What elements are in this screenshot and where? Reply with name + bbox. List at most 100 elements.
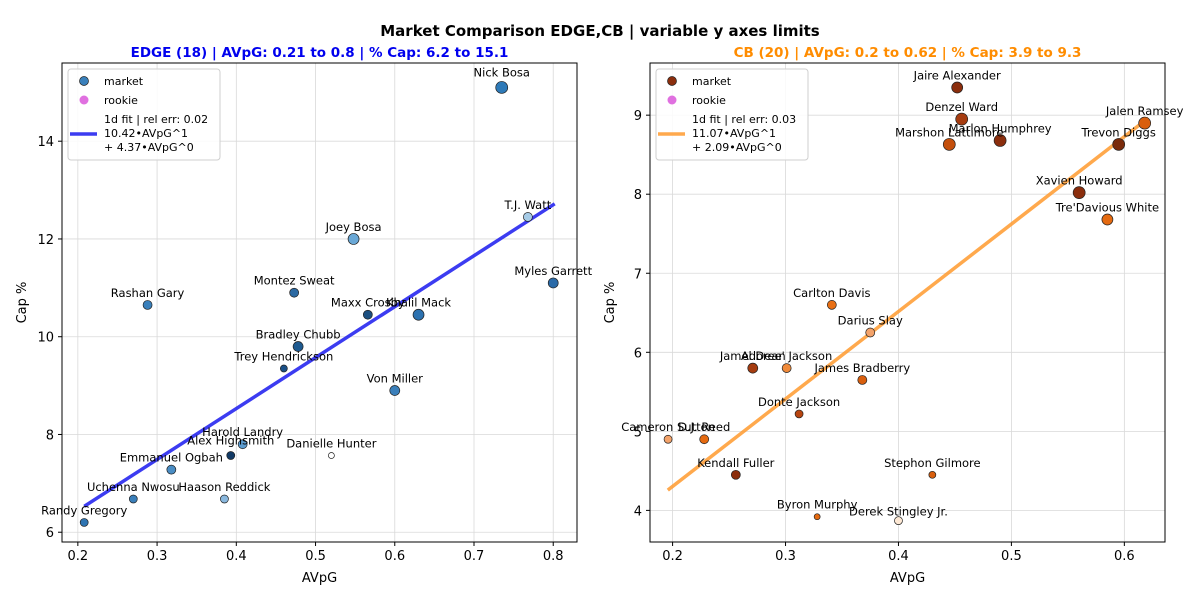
x-tick-label: 0.3 [775, 549, 796, 564]
point-label-stephon-gilmore: Stephon Gilmore [884, 456, 981, 470]
data-point-khalil-mack [412, 308, 425, 321]
legend-fit-label: + 4.37•AVpG^0 [104, 141, 194, 154]
data-point-nick-bosa [495, 81, 509, 94]
point-label-maxx-crosby: Maxx Crosby [331, 296, 405, 310]
x-tick-label: 0.4 [226, 549, 247, 564]
data-point-von-miller [389, 385, 401, 396]
y-tick-label: 5 [634, 425, 642, 440]
data-point-myles-garrett [547, 277, 559, 289]
x-tick-label: 0.8 [543, 549, 564, 564]
y-tick-label: 7 [634, 267, 642, 282]
legend-market-marker [79, 76, 89, 86]
point-label-khalil-mack: Khalil Mack [386, 296, 451, 310]
data-point-jalen-ramsey [1138, 116, 1152, 130]
data-point-montez-sweat [289, 287, 299, 298]
data-point-jaire-alexander [951, 81, 964, 94]
figure-title: Market Comparison EDGE,CB | variable y a… [380, 22, 820, 41]
point-label-danielle-hunter: Danielle Hunter [286, 436, 376, 450]
plot-frame [61, 62, 578, 543]
point-label-myles-garrett: Myles Garrett [514, 264, 592, 278]
point-label-t-j-watt: T.J. Watt [504, 198, 552, 212]
y-tick-label: 8 [46, 428, 54, 443]
x-axis-label: AVpG [890, 571, 925, 586]
fit-line [83, 202, 556, 508]
point-label-trey-hendrickson: Trey Hendrickson [233, 349, 333, 363]
y-tick-label: 4 [634, 504, 642, 519]
data-point-trevon-diggs [1112, 138, 1126, 151]
data-point-darius-slay [865, 327, 876, 338]
data-point-danielle-hunter [328, 452, 335, 459]
y-tick-label: 6 [634, 346, 642, 361]
point-label-tre-davious-white: Tre'Davious White [1055, 201, 1159, 215]
plot-frame [649, 62, 1166, 543]
legend-market-label: market [104, 75, 144, 88]
data-point-emmanuel-ogbah [166, 464, 177, 475]
data-point-alex-highsmith [226, 451, 236, 460]
x-tick-label: 0.5 [1001, 549, 1022, 564]
data-point-uchenna-nwosu [128, 494, 138, 504]
point-label-uchenna-nwosu: Uchenna Nwosu [87, 480, 180, 494]
x-tick-label: 0.6 [1114, 549, 1135, 564]
data-point-marlon-humphrey [993, 134, 1007, 147]
legend: market rookie 1d fit | rel err: 0.0210.42•… [67, 68, 221, 161]
legend: market rookie 1d fit | rel err: 0.0311.07•… [655, 68, 809, 161]
data-point-t-j-watt [523, 212, 533, 222]
cb-chart: CB (20) | AVpG: 0.2 to 0.62 | % Cap: 3.9… [603, 45, 1184, 586]
legend-rookie-label: rookie [104, 94, 138, 107]
data-point-carlton-davis [826, 300, 837, 310]
legend-rookie-marker [79, 95, 89, 105]
point-label-carlton-davis: Carlton Davis [793, 286, 870, 300]
point-label-haason-reddick: Haason Reddick [178, 480, 270, 494]
data-point-stephon-gilmore [928, 470, 937, 479]
data-point-derek-stingley-jr [894, 516, 903, 526]
x-tick-label: 0.5 [305, 549, 326, 564]
data-point-jamel-dean [747, 362, 759, 374]
point-label-d-j-reed: D.J. Reed [678, 420, 730, 434]
point-label-donte-jackson: Donte Jackson [758, 395, 840, 409]
legend-box [67, 68, 221, 161]
x-tick-label: 0.2 [662, 549, 683, 564]
point-label-jalen-ramsey: Jalen Ramsey [1105, 104, 1184, 118]
point-label-adoree-jackson: Adoree' Jackson [741, 349, 832, 363]
edge-chart: EDGE (18) | AVpG: 0.21 to 0.8 | % Cap: 6… [15, 45, 593, 586]
x-tick-label: 0.6 [384, 549, 405, 564]
data-point-maxx-crosby [362, 309, 373, 320]
legend-fit-label: 10.42•AVpG^1 [104, 127, 188, 140]
legend-rookie-label: rookie [692, 94, 726, 107]
point-label-james-bradberry: James Bradberry [813, 361, 910, 375]
point-label-harold-landry: Harold Landry [202, 425, 283, 439]
point-label-denzel-ward: Denzel Ward [925, 100, 998, 114]
x-axis-label: AVpG [302, 571, 337, 586]
y-tick-label: 9 [634, 109, 642, 124]
point-label-jamel-dean: Jamel Dean [719, 349, 786, 363]
point-label-xavien-howard: Xavien Howard [1036, 174, 1123, 188]
chart-title: CB (20) | AVpG: 0.2 to 0.62 | % Cap: 3.9… [734, 45, 1082, 61]
data-point-bradley-chubb [292, 341, 304, 352]
data-point-harold-landry [237, 439, 248, 450]
legend-fit-label: + 2.09•AVpG^0 [692, 141, 782, 154]
data-point-denzel-ward [955, 112, 969, 126]
point-label-randy-gregory: Randy Gregory [41, 503, 127, 517]
x-tick-label: 0.4 [888, 549, 909, 564]
data-point-kendall-fuller [730, 469, 741, 480]
y-axis-label: Cap % [15, 282, 30, 324]
point-label-joey-bosa: Joey Bosa [325, 220, 382, 234]
point-label-darius-slay: Darius Slay [838, 314, 903, 328]
data-point-donte-jackson [794, 409, 804, 419]
y-tick-label: 12 [37, 233, 54, 248]
data-point-byron-murphy [813, 513, 821, 521]
data-point-randy-gregory [79, 518, 89, 527]
legend-box [655, 68, 809, 161]
point-label-jaire-alexander: Jaire Alexander [913, 69, 1001, 83]
point-label-bradley-chubb: Bradley Chubb [256, 327, 341, 341]
point-label-nick-bosa: Nick Bosa [474, 65, 530, 79]
chart-title: EDGE (18) | AVpG: 0.21 to 0.8 | % Cap: 6… [131, 45, 509, 61]
point-label-rashan-gary: Rashan Gary [111, 286, 185, 300]
point-label-emmanuel-ogbah: Emmanuel Ogbah [120, 451, 223, 465]
point-label-marshon-lattimore: Marshon Lattimore [895, 125, 1003, 139]
y-tick-label: 8 [634, 188, 642, 203]
point-label-derek-stingley-jr: Derek Stingley Jr. [849, 505, 948, 519]
point-label-kendall-fuller: Kendall Fuller [697, 456, 774, 470]
